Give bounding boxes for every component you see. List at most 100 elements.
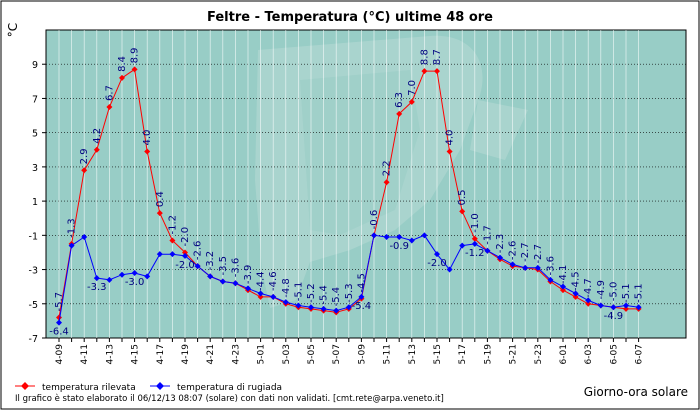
point-rugiada bbox=[434, 251, 440, 258]
point-rugiada bbox=[421, 232, 428, 239]
point-label-rilevata: 4.0 bbox=[445, 130, 456, 146]
point-label-rilevata: 8.9 bbox=[130, 47, 141, 63]
point-rugiada bbox=[93, 275, 100, 282]
point-rilevata bbox=[434, 68, 440, 75]
point-label-rilevata: -5.1 bbox=[634, 283, 645, 303]
point-label-rilevata: 0.4 bbox=[155, 191, 166, 207]
point-rugiada bbox=[232, 280, 239, 287]
point-label-rugiada: -5.4 bbox=[352, 301, 372, 312]
point-rugiada bbox=[169, 251, 176, 258]
point-rugiada bbox=[597, 302, 604, 309]
x-tick-label: 6-07 bbox=[635, 344, 645, 364]
point-label-rilevata: 8.7 bbox=[432, 49, 443, 65]
point-rugiada bbox=[308, 304, 314, 311]
point-rugiada bbox=[182, 252, 188, 259]
point-label-rilevata: -5.2 bbox=[306, 283, 317, 303]
point-label-layer: -5.7-1.32.94.26.78.48.94.00.4-1.2-2.0-2.… bbox=[49, 47, 644, 337]
point-rugiada bbox=[396, 234, 403, 241]
y-tick-label: -5 bbox=[29, 300, 38, 311]
y-tick-label: 1 bbox=[32, 197, 38, 208]
legend-label-rilevata: temperatura rilevata bbox=[42, 383, 136, 393]
point-rugiada bbox=[81, 234, 88, 241]
point-rugiada bbox=[358, 293, 365, 300]
point-label-rugiada: -2.0 bbox=[175, 260, 195, 271]
point-rugiada bbox=[383, 234, 390, 241]
point-rugiada bbox=[534, 264, 541, 271]
point-label-rilevata: -5.4 bbox=[319, 285, 330, 305]
x-tick-label: 4-17 bbox=[156, 344, 166, 364]
y-tick-label: 7 bbox=[32, 94, 38, 105]
arpa-logo-watermark bbox=[255, 35, 528, 309]
point-label-rilevata: -2.3 bbox=[495, 234, 506, 254]
x-tick-label: 5-23 bbox=[534, 344, 544, 364]
point-label-rilevata: -5.4 bbox=[331, 287, 342, 307]
point-rilevata bbox=[560, 287, 566, 294]
point-label-rilevata: -5.0 bbox=[608, 282, 619, 302]
y-tick-label: -1 bbox=[29, 231, 38, 242]
point-rugiada bbox=[156, 251, 163, 258]
point-label-rilevata: -0.6 bbox=[369, 210, 380, 230]
point-rugiada bbox=[144, 273, 151, 280]
point-rugiada bbox=[497, 254, 503, 261]
x-tick-label: 4-21 bbox=[206, 344, 216, 364]
x-tick-label: 5-05 bbox=[307, 344, 317, 364]
point-rugiada bbox=[459, 242, 466, 249]
legend-marker-rilevata bbox=[21, 382, 29, 390]
point-rilevata bbox=[144, 148, 151, 155]
point-rugiada bbox=[471, 240, 478, 247]
x-tick-label: 6-05 bbox=[609, 344, 619, 364]
point-label-rilevata: -4.7 bbox=[583, 278, 594, 298]
x-tick-label: 5-09 bbox=[357, 344, 367, 365]
x-tick-label: 5-19 bbox=[483, 344, 493, 365]
point-rugiada bbox=[333, 307, 340, 314]
point-rilevata bbox=[471, 235, 478, 242]
x-tick-label: 5-13 bbox=[408, 344, 418, 364]
point-label-rilevata: -1.3 bbox=[67, 218, 78, 238]
point-label-rilevata: -2.6 bbox=[508, 241, 519, 261]
point-label-rilevata: 4.0 bbox=[142, 130, 153, 146]
y-tick-label: -7 bbox=[29, 334, 38, 345]
point-rugiada bbox=[270, 293, 277, 300]
y-tick-labels: -7 -5 -3 -1 1 3 5 7 9 bbox=[29, 60, 38, 345]
footnote: Il grafico è stato elaborato il 06/12/13… bbox=[15, 393, 444, 404]
legend-label-rugiada: temperatura di rugiada bbox=[177, 383, 282, 393]
point-label-rilevata: 2.2 bbox=[382, 160, 393, 176]
point-rilevata bbox=[182, 249, 188, 256]
point-rilevata bbox=[623, 305, 629, 312]
point-rugiada bbox=[219, 278, 226, 285]
point-rugiada bbox=[522, 264, 529, 271]
point-rilevata bbox=[131, 66, 138, 73]
point-rilevata bbox=[396, 110, 403, 117]
point-rugiada bbox=[245, 285, 251, 292]
x-tick-label: 5-21 bbox=[509, 344, 519, 364]
point-label-rilevata: -4.6 bbox=[268, 271, 279, 291]
point-rugiada bbox=[484, 247, 491, 254]
y-tick-label: 5 bbox=[32, 129, 38, 140]
point-rilevata bbox=[257, 293, 264, 300]
point-rugiada bbox=[585, 297, 592, 304]
point-rilevata bbox=[459, 208, 466, 215]
point-label-rugiada: -2.0 bbox=[427, 258, 447, 269]
point-label-rugiada: -3.3 bbox=[87, 282, 107, 293]
x-tick-label: 4-13 bbox=[105, 344, 115, 364]
point-label-rilevata: -3.9 bbox=[243, 265, 254, 285]
point-rugiada bbox=[635, 304, 642, 311]
point-label-rilevata: -5.1 bbox=[621, 283, 632, 303]
point-label-rilevata: -2.7 bbox=[533, 244, 544, 264]
x-tick-label: 5-17 bbox=[458, 344, 468, 364]
point-label-rilevata: -5.3 bbox=[344, 283, 355, 303]
point-rugiada bbox=[446, 266, 453, 273]
point-label-rilevata: -2.6 bbox=[193, 241, 204, 261]
chart-title: Feltre - Temperatura (°C) ultime 48 ore bbox=[207, 10, 493, 25]
x-tick-labels: 4-09 4-11 4-13 4-15 4-17 4-19 4-21 4-23 5-01 5-03… bbox=[55, 344, 645, 365]
series-layer bbox=[56, 66, 642, 326]
point-label-rilevata: 0.5 bbox=[457, 189, 468, 205]
point-rilevata bbox=[572, 293, 579, 300]
point-rilevata bbox=[383, 179, 390, 186]
y-tick-label: 9 bbox=[32, 60, 38, 71]
point-label-rugiada: -3.0 bbox=[125, 277, 145, 288]
point-label-rilevata: 4.2 bbox=[92, 128, 103, 144]
point-label-rilevata: 8.4 bbox=[117, 56, 128, 72]
point-rugiada bbox=[56, 319, 62, 326]
point-label-rilevata: 6.7 bbox=[104, 85, 115, 101]
